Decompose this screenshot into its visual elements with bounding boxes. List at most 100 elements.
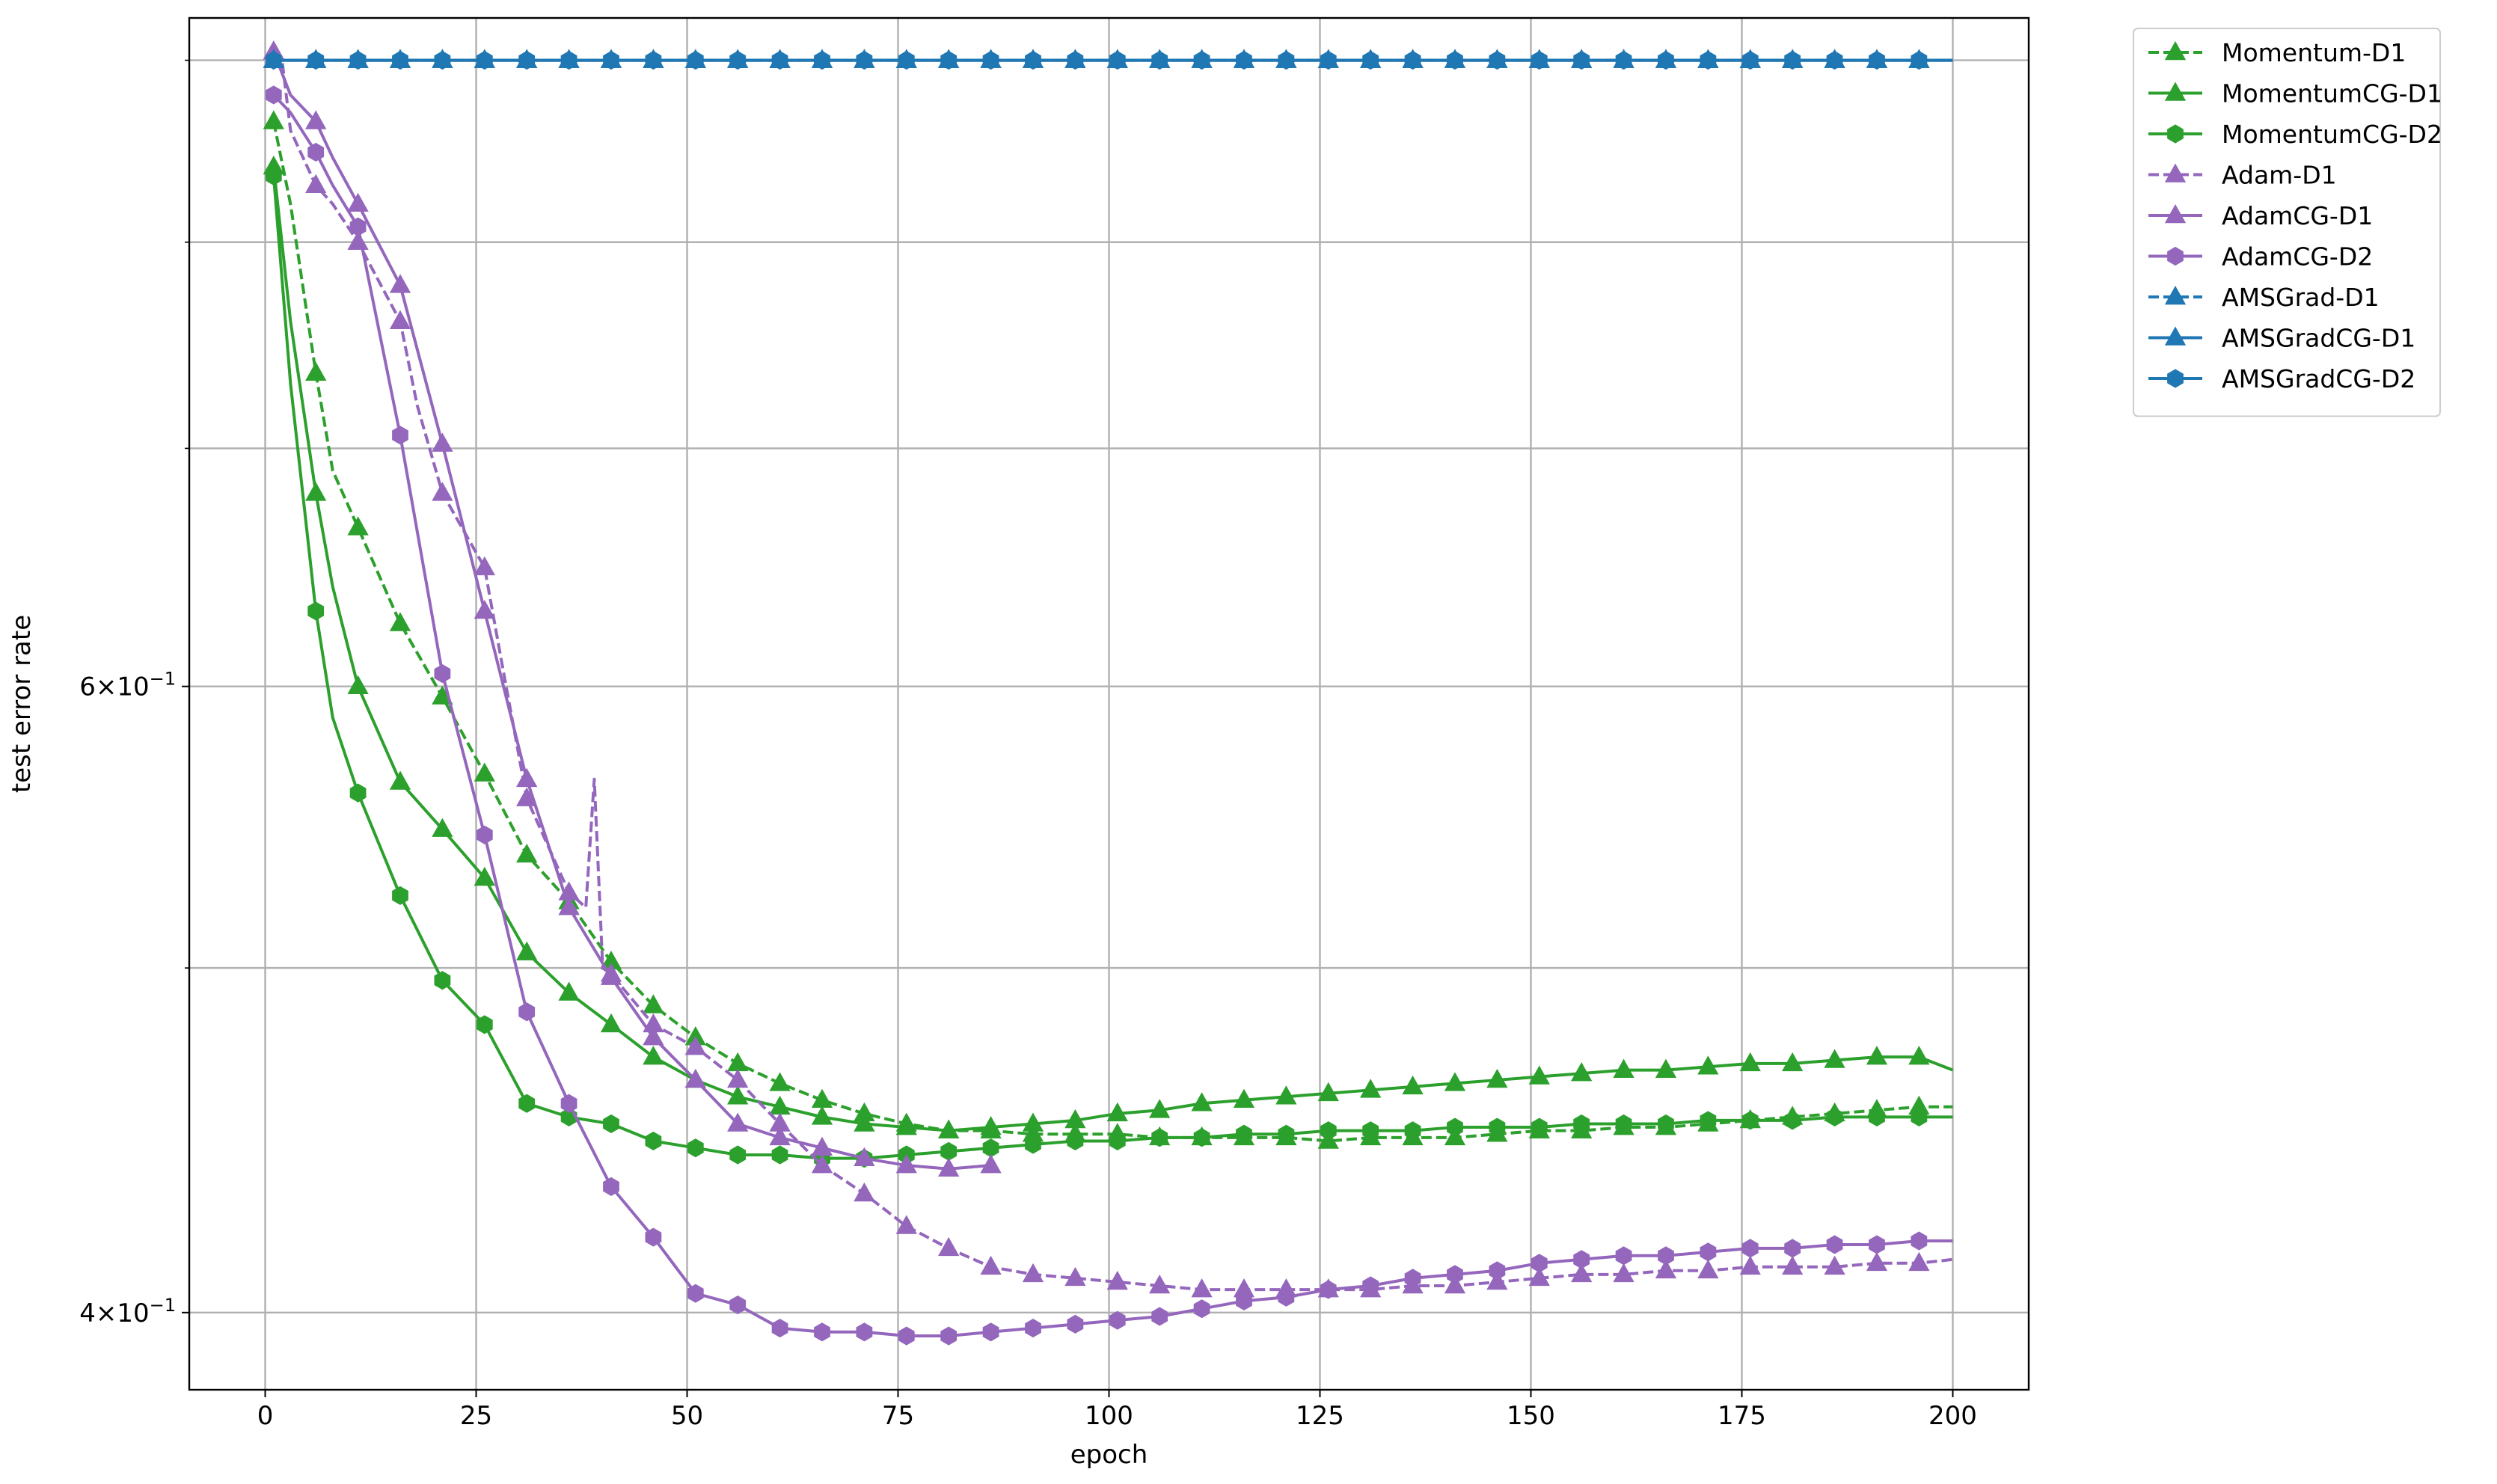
data-point xyxy=(1655,1259,1677,1279)
x-axis: 0 25 50 75 100 125 150 175 200 xyxy=(257,1390,1977,1431)
data-point xyxy=(1700,50,1717,70)
data-point xyxy=(684,1035,706,1055)
data-point xyxy=(307,142,325,162)
legend-marker xyxy=(2167,246,2184,266)
data-point xyxy=(1658,50,1674,70)
data-point xyxy=(1869,1235,1885,1254)
data-point xyxy=(1489,1261,1506,1281)
data-point xyxy=(434,663,451,684)
data-point xyxy=(347,516,369,536)
series-adamcg-d2 xyxy=(265,85,1953,1346)
legend-label: AMSGrad-D1 xyxy=(2222,283,2380,312)
data-point xyxy=(1191,1278,1213,1298)
data-point xyxy=(1531,1254,1548,1273)
legend-marker xyxy=(2167,124,2184,144)
data-point xyxy=(1571,1062,1593,1082)
data-point xyxy=(1911,50,1928,70)
data-point xyxy=(769,1126,791,1146)
data-point xyxy=(1573,1114,1590,1134)
data-point xyxy=(687,50,704,70)
data-point xyxy=(1700,1242,1717,1262)
series-amsgradcg-d2 xyxy=(265,50,1953,70)
data-point xyxy=(1278,50,1295,70)
data-point xyxy=(1151,1307,1168,1326)
data-point xyxy=(1528,1266,1550,1287)
data-point xyxy=(643,1046,664,1065)
data-point xyxy=(1151,1128,1168,1147)
data-point xyxy=(814,1322,830,1342)
data-point xyxy=(1236,1291,1252,1310)
data-point xyxy=(938,1236,960,1257)
data-point xyxy=(1278,1124,1295,1144)
data-point xyxy=(476,50,493,70)
data-point xyxy=(895,1116,917,1135)
data-point xyxy=(1193,1299,1210,1319)
legend-box xyxy=(2133,28,2441,417)
data-point xyxy=(684,1068,706,1088)
data-point xyxy=(1613,1058,1634,1078)
data-point xyxy=(516,941,538,960)
data-point xyxy=(1531,1117,1548,1137)
legend-marker xyxy=(2167,369,2184,388)
data-point xyxy=(1275,1085,1297,1105)
data-point xyxy=(1911,1231,1928,1251)
series-line xyxy=(272,51,991,1171)
data-point xyxy=(1824,1049,1845,1068)
series-momentumcg-d1 xyxy=(263,155,1954,1138)
data-point xyxy=(349,783,367,803)
data-point xyxy=(1404,50,1421,70)
data-point xyxy=(1404,1121,1421,1141)
data-point xyxy=(1193,1128,1210,1147)
data-point xyxy=(856,50,873,70)
legend-label: AMSGradCG-D1 xyxy=(2222,324,2415,353)
data-point xyxy=(1064,1266,1086,1287)
data-point xyxy=(1869,1107,1885,1126)
data-point xyxy=(729,1295,747,1315)
series-adamcg-d1 xyxy=(263,40,1002,1177)
data-point xyxy=(811,1154,833,1174)
data-point xyxy=(474,556,495,576)
y-tick-label: 4×10−1 xyxy=(79,1295,176,1328)
data-point xyxy=(1528,1065,1550,1085)
data-point xyxy=(1025,1318,1041,1338)
data-point xyxy=(305,482,327,501)
data-point xyxy=(1149,1099,1171,1118)
data-point xyxy=(1739,1255,1761,1275)
legend-item: AMSGradCG-D2 xyxy=(2148,364,2415,393)
data-point xyxy=(347,675,369,694)
data-point xyxy=(600,1013,622,1033)
data-point xyxy=(1697,1055,1719,1075)
data-point xyxy=(854,1112,875,1132)
data-point xyxy=(1109,1131,1126,1151)
data-point xyxy=(727,1112,749,1132)
data-point xyxy=(938,1119,960,1138)
data-point xyxy=(1866,1046,1888,1065)
data-point xyxy=(982,50,999,70)
data-point xyxy=(854,1147,875,1166)
x-tick-label: 125 xyxy=(1296,1401,1344,1431)
data-point xyxy=(432,818,453,837)
data-point xyxy=(1782,1052,1804,1072)
data-point xyxy=(307,601,325,621)
data-point xyxy=(1741,50,1759,70)
data-point xyxy=(980,1154,1002,1174)
data-point xyxy=(1404,1269,1421,1288)
data-point xyxy=(1193,50,1210,70)
legend-marker xyxy=(2164,40,2187,61)
legend-item: MomentumCG-D1 xyxy=(2148,79,2442,108)
data-point xyxy=(434,971,451,990)
data-point xyxy=(560,1094,577,1113)
series-line xyxy=(272,166,1954,1132)
data-point xyxy=(392,886,408,905)
data-point xyxy=(727,1052,749,1072)
data-point xyxy=(392,50,408,70)
data-point xyxy=(349,217,367,236)
data-point xyxy=(1191,1092,1213,1112)
data-point xyxy=(558,981,580,1001)
legend-label: AdamCG-D1 xyxy=(2222,201,2373,230)
data-point xyxy=(1025,1135,1041,1154)
data-point xyxy=(811,1106,833,1125)
data-point xyxy=(603,1114,619,1134)
data-point xyxy=(474,762,495,782)
data-point xyxy=(389,274,411,293)
